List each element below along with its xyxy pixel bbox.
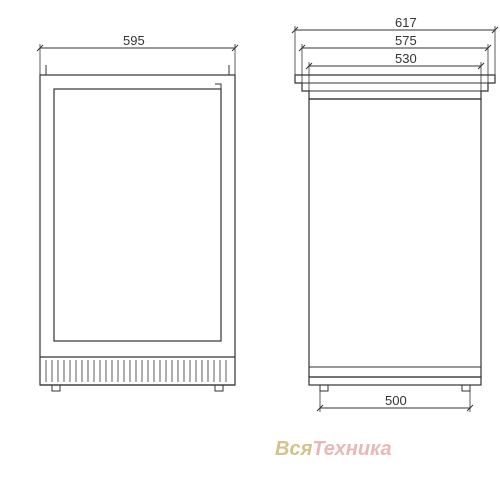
side-dim-530 <box>306 62 484 91</box>
front-width-label: 595 <box>123 33 145 48</box>
side-dim-500-label: 500 <box>385 393 407 408</box>
front-width-dimension <box>37 44 238 75</box>
side-dim-530-label: 530 <box>395 51 417 66</box>
watermark-part1: Вся <box>275 438 312 460</box>
grille-icon <box>46 360 226 382</box>
watermark-text: ВсяТехника <box>275 438 392 461</box>
side-dim-575-label: 575 <box>395 33 417 48</box>
side-view <box>292 26 498 412</box>
watermark-part2: Техника <box>312 438 391 460</box>
front-view <box>37 44 238 391</box>
side-dim-617-label: 617 <box>395 15 417 30</box>
technical-drawing <box>0 0 500 500</box>
